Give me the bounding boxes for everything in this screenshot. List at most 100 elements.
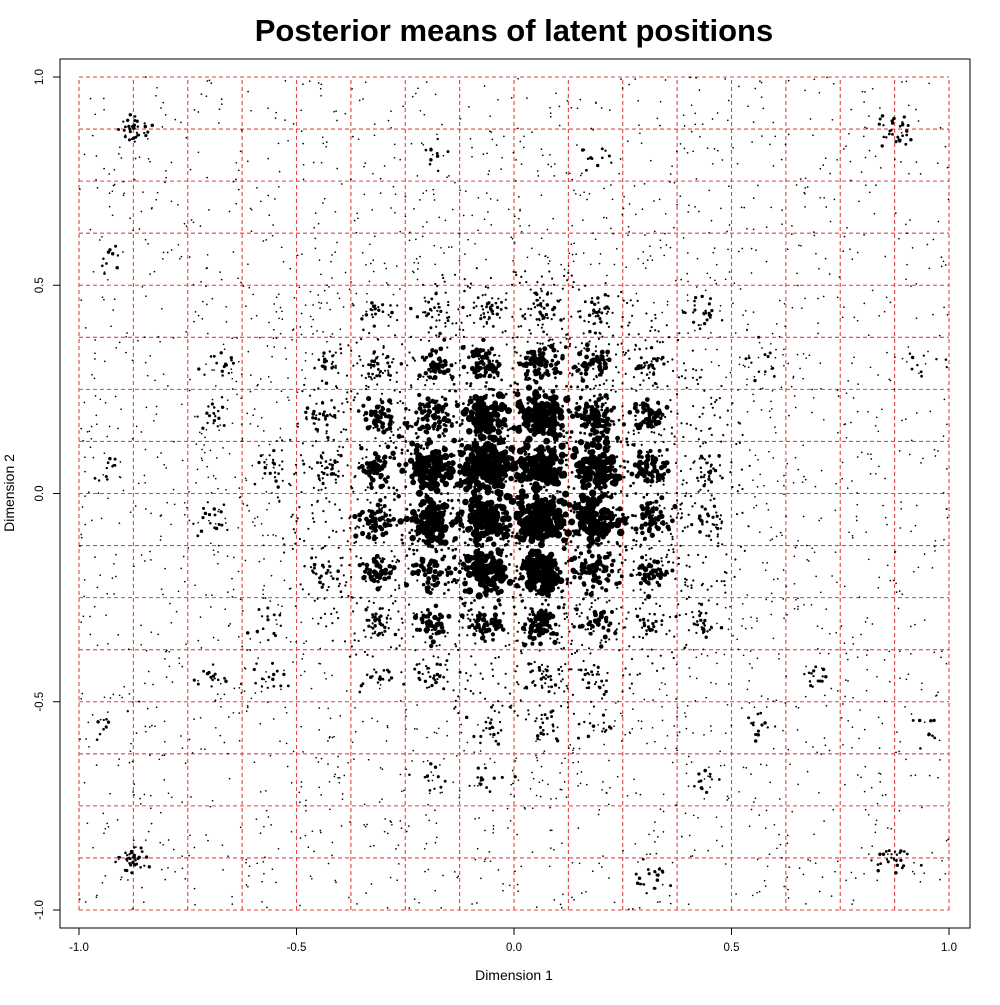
data-point — [417, 262, 419, 264]
data-point — [582, 219, 584, 221]
data-point — [687, 211, 689, 213]
data-point — [275, 882, 277, 884]
data-point — [144, 475, 146, 477]
data-point — [694, 330, 696, 332]
data-point — [766, 764, 768, 766]
data-point — [829, 750, 831, 752]
data-point — [434, 263, 436, 265]
data-point — [173, 441, 175, 443]
data-point — [207, 333, 209, 335]
data-point — [649, 853, 651, 855]
data-point — [577, 108, 579, 110]
data-point — [783, 365, 785, 367]
data-point — [605, 641, 607, 643]
data-point — [707, 338, 709, 340]
data-point — [501, 157, 503, 159]
data-point — [539, 343, 541, 345]
data-point — [186, 225, 188, 227]
data-point — [362, 457, 364, 459]
data-point — [462, 602, 465, 605]
data-point — [414, 360, 416, 362]
data-point — [586, 616, 588, 618]
data-point — [104, 828, 106, 830]
data-point — [227, 555, 229, 557]
data-point — [205, 285, 207, 287]
data-point — [740, 546, 742, 548]
data-point — [653, 200, 655, 202]
data-point — [347, 595, 349, 597]
data-point — [231, 372, 233, 374]
data-point — [729, 224, 731, 226]
data-point — [866, 127, 868, 129]
data-point — [582, 598, 585, 601]
data-point — [105, 402, 107, 404]
data-point — [206, 429, 208, 431]
data-point — [292, 661, 294, 663]
data-point — [811, 412, 813, 414]
data-point — [330, 613, 332, 615]
data-point — [147, 375, 149, 377]
data-point — [184, 581, 186, 583]
data-point — [904, 706, 906, 708]
data-point — [117, 428, 119, 430]
data-point — [673, 227, 675, 229]
data-point — [444, 322, 446, 324]
data-point — [301, 390, 303, 392]
data-point — [492, 675, 494, 677]
data-point — [768, 451, 770, 453]
data-point — [337, 293, 339, 295]
data-point — [571, 653, 573, 655]
data-point — [384, 370, 386, 372]
data-point — [725, 863, 727, 865]
data-point — [145, 295, 147, 297]
data-point — [256, 862, 258, 864]
data-point — [117, 819, 119, 821]
data-point — [443, 758, 445, 760]
data-point — [666, 522, 668, 524]
data-point — [589, 340, 591, 342]
data-point — [242, 438, 244, 440]
data-point — [177, 204, 179, 206]
data-point — [136, 120, 139, 123]
data-point — [756, 620, 758, 622]
data-point — [563, 275, 565, 277]
data-point — [426, 379, 428, 381]
data-point — [751, 627, 753, 629]
data-point — [510, 820, 512, 822]
data-point — [543, 518, 548, 523]
data-point — [570, 243, 572, 245]
data-point — [422, 144, 424, 146]
data-point — [698, 438, 700, 440]
data-point — [510, 553, 513, 556]
data-point — [341, 183, 343, 185]
data-point — [502, 890, 504, 892]
data-point — [633, 430, 635, 432]
data-point — [618, 173, 620, 175]
data-point — [372, 655, 374, 657]
data-point — [627, 324, 629, 326]
data-point — [488, 170, 490, 172]
data-point — [205, 594, 207, 596]
data-point — [732, 635, 734, 637]
data-point — [735, 332, 737, 334]
data-point — [337, 766, 339, 768]
data-point — [141, 850, 144, 853]
data-point — [560, 666, 562, 668]
data-point — [266, 907, 268, 909]
data-point — [193, 221, 195, 223]
data-point — [858, 738, 860, 740]
data-point — [300, 454, 302, 456]
data-point — [279, 171, 281, 173]
data-point — [133, 124, 136, 127]
data-point — [710, 397, 712, 399]
data-point — [245, 668, 247, 670]
data-point — [706, 272, 708, 274]
data-point — [592, 870, 594, 872]
data-point — [384, 442, 386, 444]
data-point — [756, 892, 758, 894]
data-point — [157, 336, 159, 338]
data-point — [472, 345, 474, 347]
data-point — [593, 706, 595, 708]
data-point — [96, 423, 98, 425]
data-point — [794, 608, 796, 610]
